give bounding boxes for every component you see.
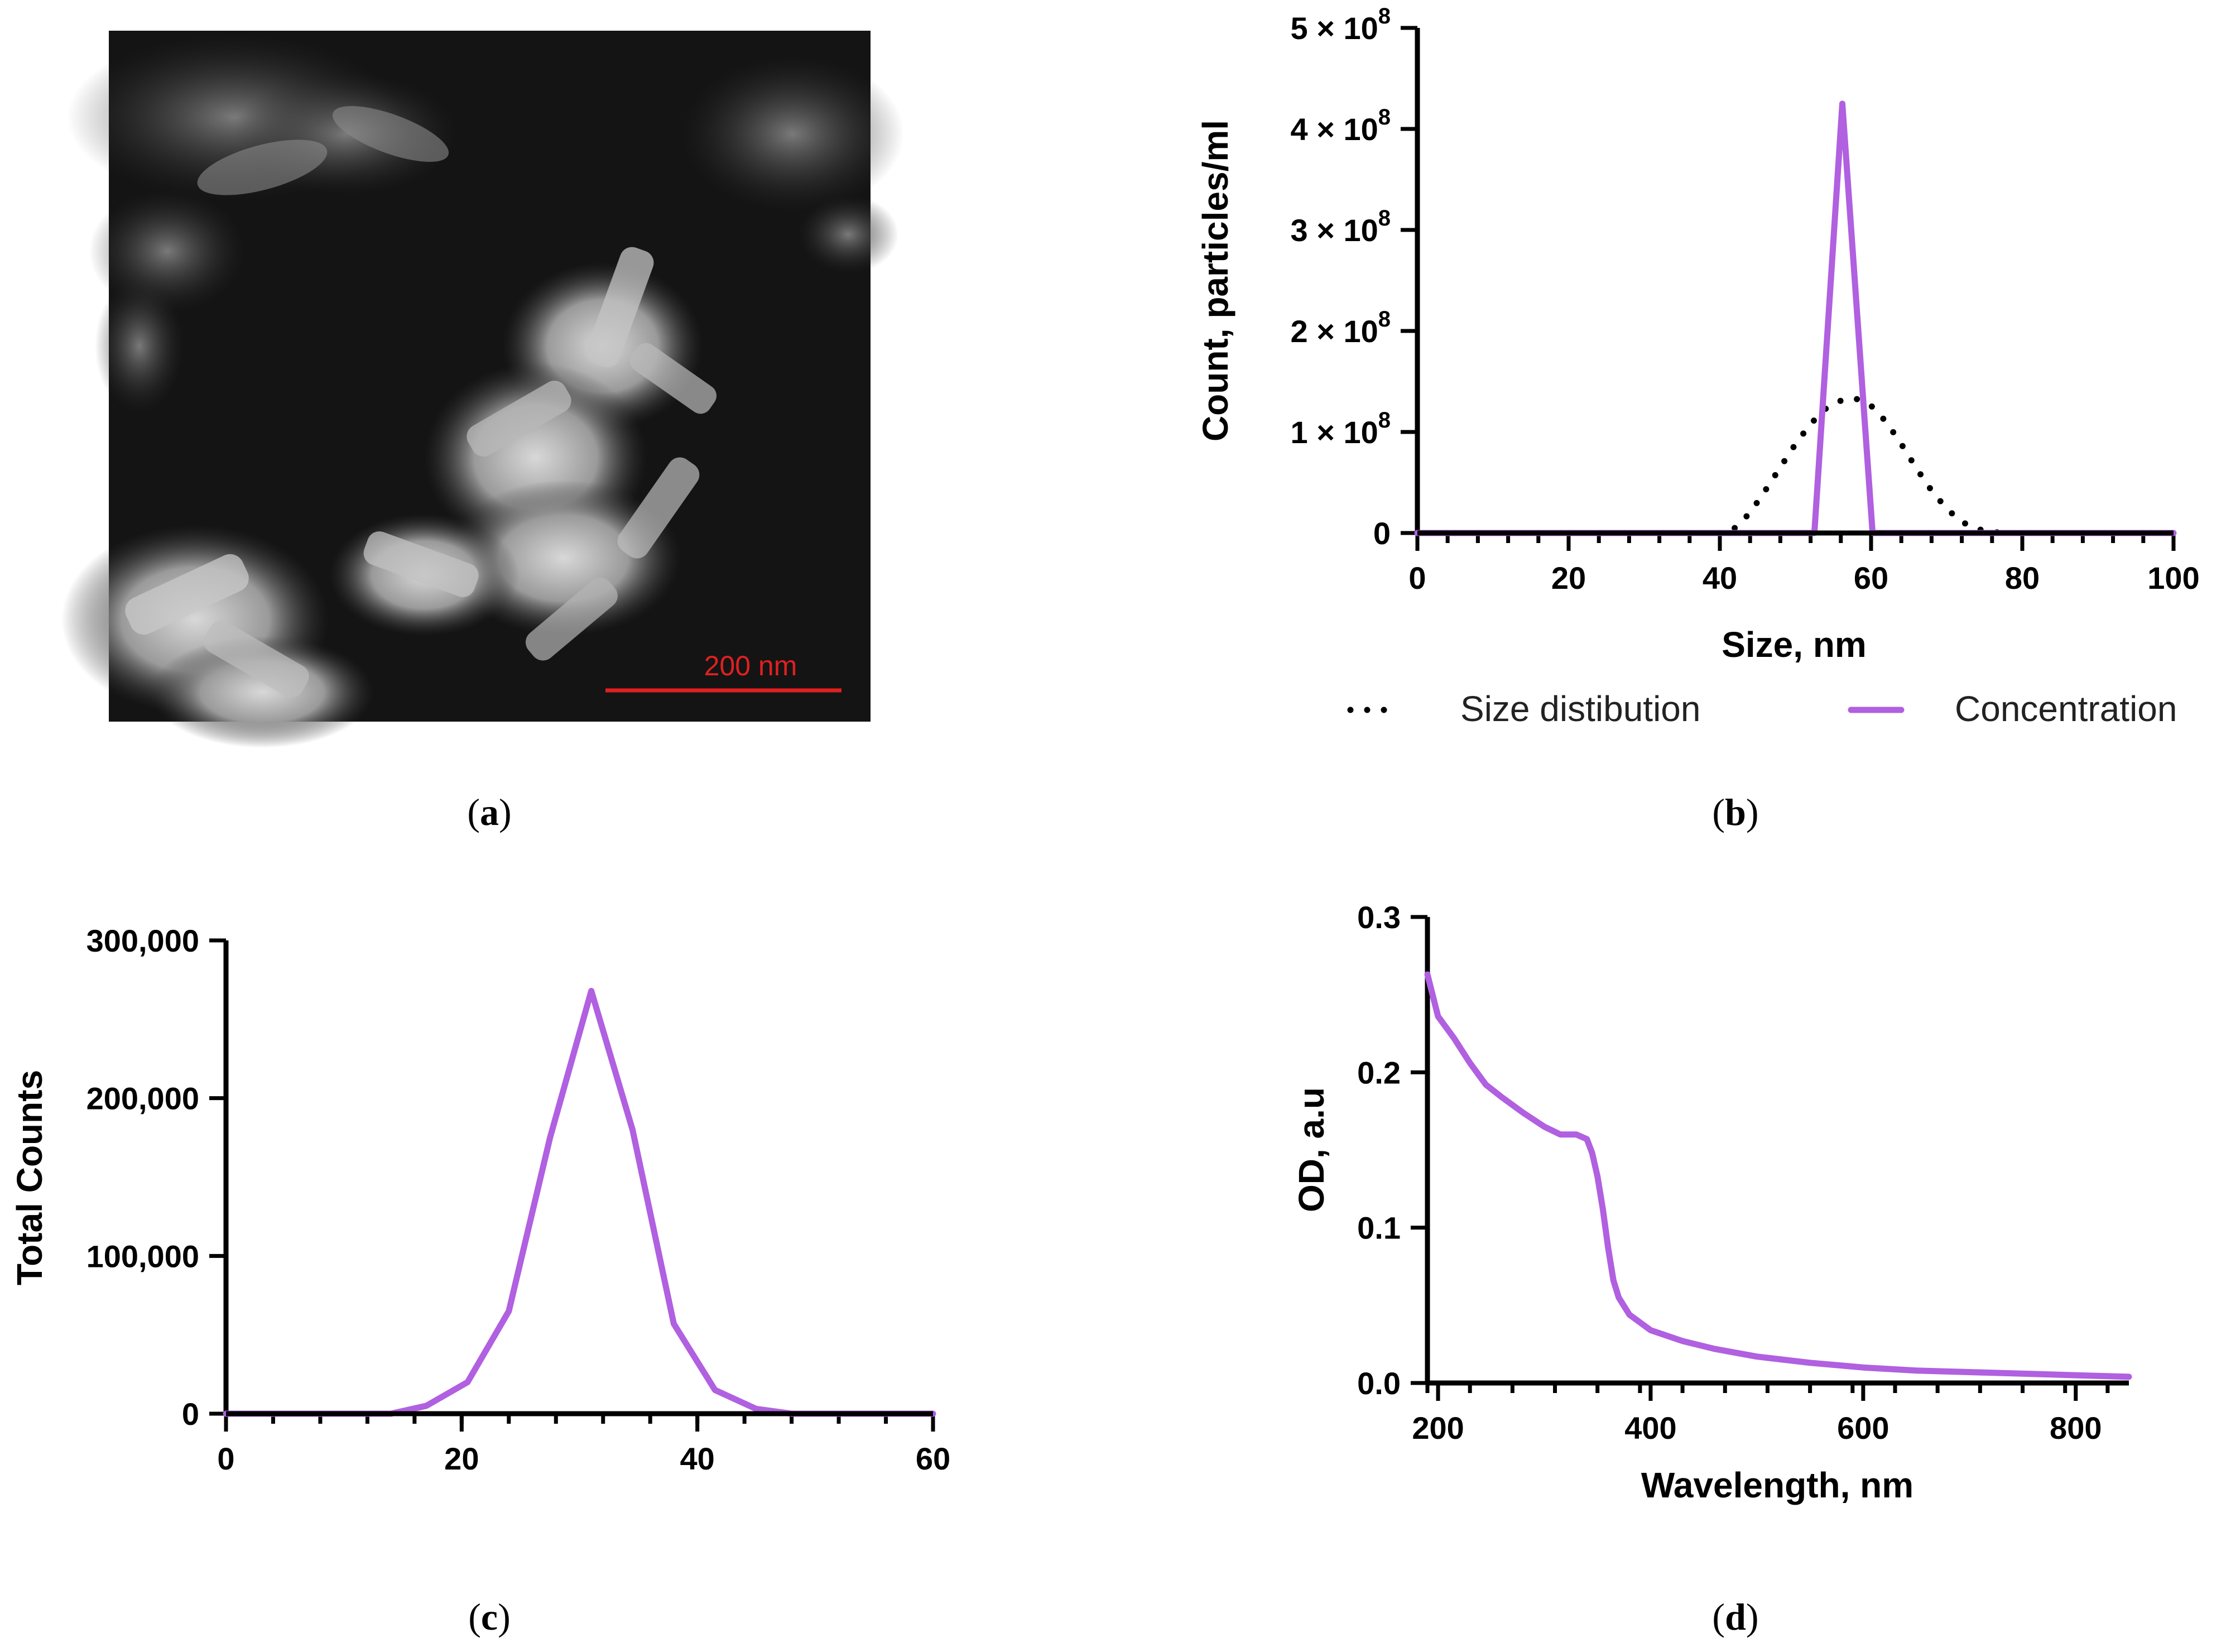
panel-b-caption: (b) (1712, 791, 1758, 833)
d-y-tick-label: 0.2 (1357, 1055, 1401, 1090)
b-series (1414, 100, 2177, 536)
legend-concentration-label: Concentration (1955, 689, 2177, 729)
b-x-tick-label: 20 (1551, 560, 1586, 596)
b-legend: Size distibution Concentration (1347, 689, 2177, 729)
d-x-tick-label: 400 (1624, 1410, 1676, 1446)
b-y-tick-label: 3 × 108 (1290, 206, 1391, 248)
c-y-axis-label: Total Counts (9, 1070, 50, 1285)
d-series (1424, 971, 2132, 1386)
c-x-tick-label: 20 (444, 1441, 479, 1476)
d-x-tick-label: 200 (1412, 1410, 1464, 1446)
legend-size-distribution-label: Size distibution (1460, 689, 1700, 729)
d-y-axis-label: OD, a.u (1291, 1087, 1331, 1212)
b-series-concentration (1414, 100, 2177, 536)
b-y-axis-label: Count, particles/ml (1195, 120, 1235, 441)
b-y-tick-label: 1 × 108 (1290, 408, 1391, 450)
d-y-tick-label: 0.3 (1357, 900, 1401, 935)
b-data-point (1778, 465, 1782, 469)
panel-b: 0 20 40 60 80 100 0 1 × 108 2 × 108 3 × 108 4 × 1… (1195, 4, 2200, 833)
b-y-tick-label: 2 × 108 (1290, 307, 1391, 349)
panel-a: 200 nm (a) (61, 31, 904, 833)
d-x-axis-label: Wavelength, nm (1641, 1465, 1913, 1505)
panel-d-caption: (d) (1712, 1596, 1758, 1638)
c-y-ticks: 0 100,000 200,000 300,000 (86, 923, 226, 1432)
b-y-ticks: 0 1 × 108 2 × 108 3 × 108 4 × 108 5 × 108 (1290, 4, 1417, 551)
c-y-tick-label: 300,000 (86, 923, 199, 958)
c-x-ticks: 0 20 40 60 (217, 1414, 950, 1476)
b-x-tick-label: 60 (1854, 560, 1888, 596)
b-data-point (1945, 507, 1949, 511)
panel-a-caption: (a) (467, 791, 511, 833)
b-x-axis-label: Size, nm (1722, 625, 1867, 665)
b-x-tick-label: 100 (2147, 560, 2199, 596)
d-series-od (1424, 971, 2132, 1380)
scale-bar-label: 200 nm (704, 650, 797, 681)
d-x-tick-label: 800 (2050, 1410, 2102, 1446)
d-y-tick-label: 0.1 (1357, 1211, 1401, 1246)
c-x-tick-label: 0 (217, 1441, 234, 1476)
c-y-tick-label: 100,000 (86, 1238, 199, 1274)
b-x-tick-label: 0 (1408, 560, 1426, 596)
d-x-ticks: 200 400 600 800 (1412, 1383, 2110, 1446)
b-x-ticks: 0 20 40 60 80 100 (1408, 533, 2200, 596)
b-y-tick-label: 5 × 108 (1290, 4, 1391, 46)
c-series (223, 988, 936, 1417)
b-x-tick-label: 80 (2005, 560, 2040, 596)
d-x-tick-label: 600 (1837, 1410, 1889, 1446)
c-x-tick-label: 60 (916, 1441, 950, 1476)
d-y-tick-label: 0.0 (1357, 1366, 1401, 1401)
b-data-point (1914, 466, 1919, 470)
c-y-tick-label: 200,000 (86, 1081, 199, 1116)
panel-c-caption: (c) (468, 1596, 511, 1638)
b-series-size-distibution (1414, 395, 2177, 536)
c-x-tick-label: 40 (680, 1441, 715, 1476)
panel-d: 200 400 600 800 0.0 0.1 0.2 0.3 Wavelength, nm… (1291, 900, 2132, 1638)
d-y-ticks: 0.0 0.1 0.2 0.3 (1357, 900, 1427, 1401)
panel-c: 0 20 40 60 0 100,000 200,000 300,000 Total Cou… (9, 923, 950, 1638)
b-y-tick-label: 4 × 108 (1290, 105, 1391, 147)
b-y-tick-label: 0 (1373, 516, 1391, 551)
c-y-tick-label: 0 (182, 1396, 199, 1432)
b-x-tick-label: 40 (1703, 560, 1737, 596)
micrograph-particles (61, 33, 904, 748)
c-series-total-counts (223, 988, 936, 1417)
